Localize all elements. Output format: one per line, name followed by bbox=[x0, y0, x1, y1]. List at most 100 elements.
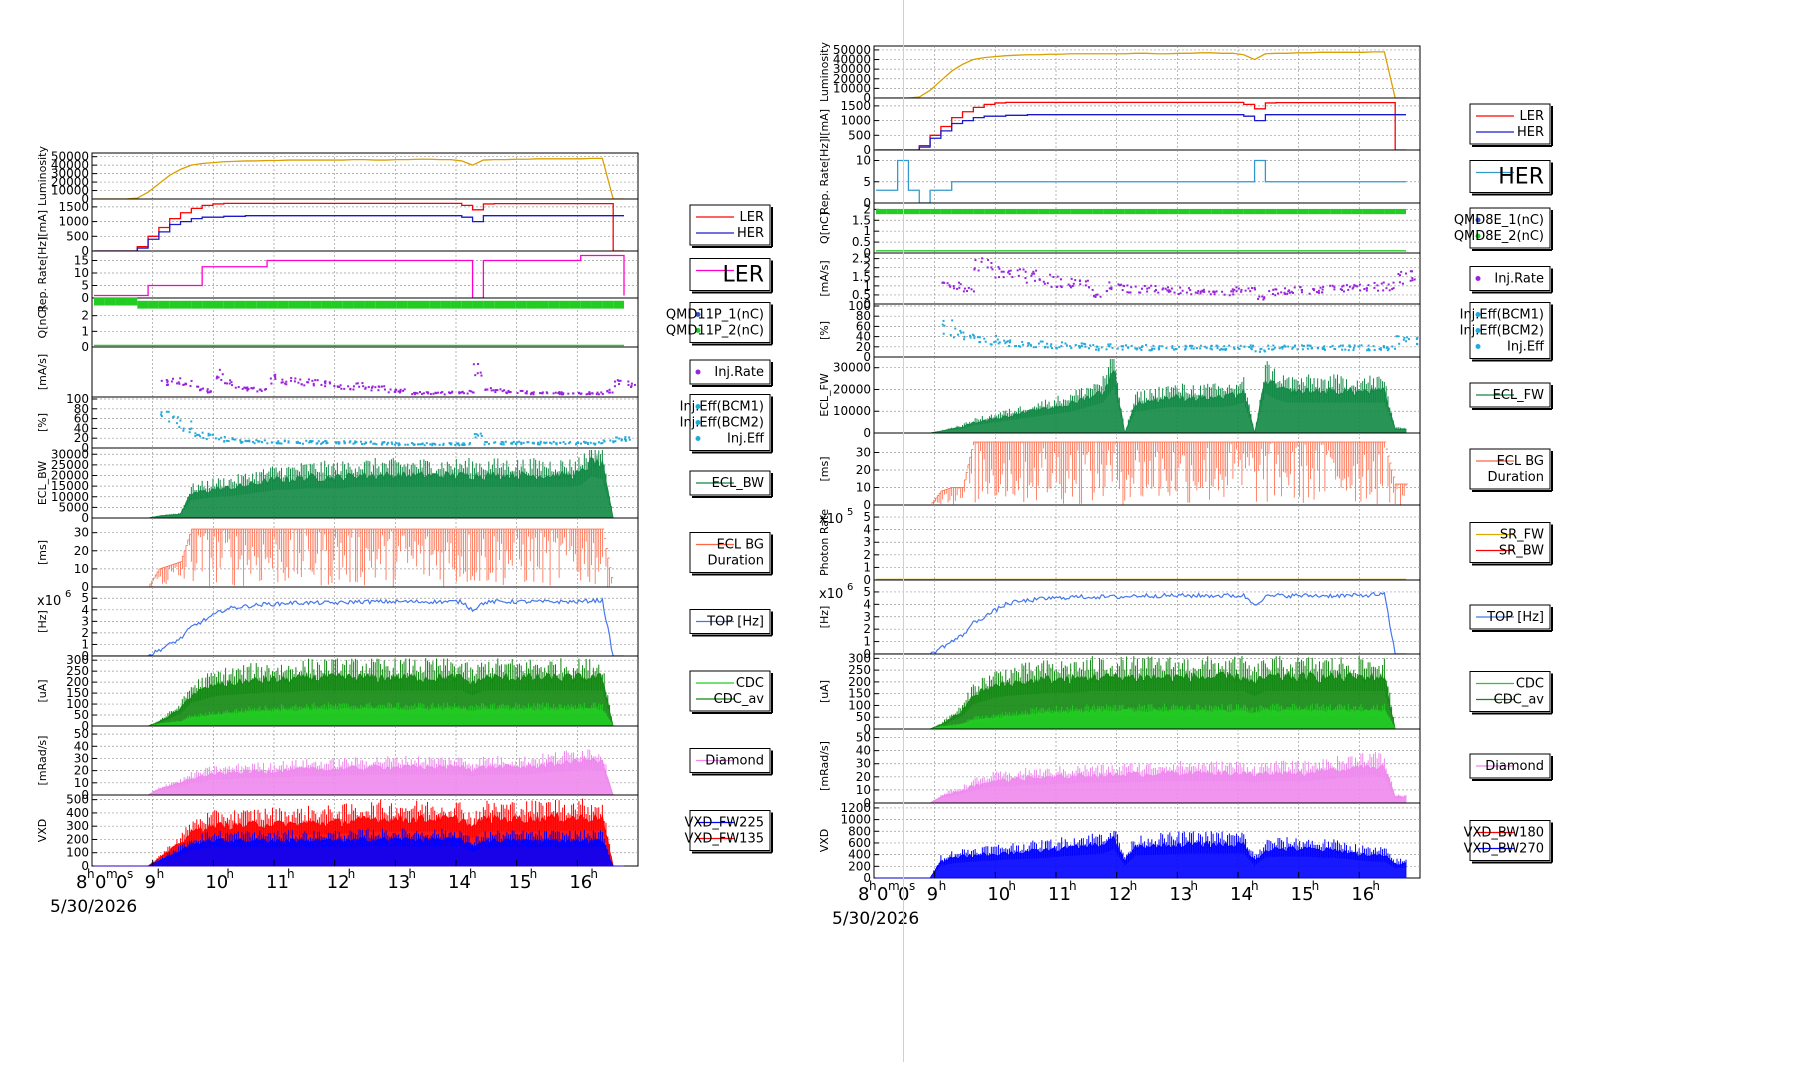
data-point-eff bbox=[344, 442, 346, 444]
data-point-eff bbox=[1058, 346, 1060, 348]
data-point-inj bbox=[963, 290, 965, 292]
data-point-inj bbox=[308, 378, 310, 380]
data-point-eff bbox=[252, 441, 254, 443]
data-point-inj bbox=[958, 287, 960, 289]
data-point-inj bbox=[1257, 298, 1259, 300]
data-point-inj bbox=[1261, 296, 1263, 298]
data-point-eff bbox=[598, 441, 600, 443]
data-point-inj bbox=[964, 288, 966, 290]
y-tick-label: 30 bbox=[74, 526, 89, 540]
series-band-q bbox=[440, 301, 451, 309]
data-point-eff bbox=[943, 333, 945, 335]
x-tick-label-unit: h bbox=[469, 867, 477, 881]
data-point-inj bbox=[358, 386, 360, 388]
data-point-inj bbox=[1342, 285, 1344, 287]
series-band-q bbox=[1298, 209, 1309, 214]
data-point-eff bbox=[215, 437, 217, 439]
data-point-eff bbox=[1271, 349, 1273, 351]
data-point-inj bbox=[1157, 292, 1159, 294]
data-point-eff bbox=[370, 441, 372, 443]
series-band-q bbox=[148, 301, 159, 309]
data-point-inj bbox=[1299, 286, 1301, 288]
data-point-inj bbox=[301, 383, 303, 385]
series-band-q bbox=[321, 301, 332, 309]
data-point-eff bbox=[620, 439, 622, 441]
data-point-inj bbox=[411, 393, 413, 395]
data-point-eff bbox=[1038, 343, 1040, 345]
data-point-inj bbox=[990, 266, 992, 268]
y-tick-label: 30000 bbox=[833, 361, 871, 375]
data-point-inj bbox=[630, 386, 632, 388]
data-point-eff bbox=[1056, 347, 1058, 349]
data-point-inj bbox=[294, 377, 296, 379]
data-point-eff bbox=[486, 441, 488, 443]
data-point-inj bbox=[1074, 279, 1076, 281]
data-point-inj bbox=[229, 383, 231, 385]
x-tick-label-unit: h bbox=[590, 867, 598, 881]
data-point-inj bbox=[1190, 293, 1192, 295]
data-point-inj bbox=[1309, 293, 1311, 295]
data-point-inj bbox=[371, 387, 373, 389]
y-axis-label: [uA] bbox=[36, 679, 49, 702]
data-point-inj bbox=[1154, 290, 1156, 292]
series-band-q bbox=[483, 301, 494, 309]
data-point-inj bbox=[1135, 286, 1137, 288]
x-tick-label: 11 bbox=[266, 872, 289, 893]
series-band-q bbox=[1049, 209, 1060, 214]
data-point-eff bbox=[513, 441, 515, 443]
data-point-eff bbox=[375, 443, 377, 445]
series-band-q bbox=[527, 301, 538, 309]
series-band-q bbox=[1309, 209, 1320, 214]
y-tick-label: 400 bbox=[66, 806, 89, 820]
data-point-inj bbox=[1056, 286, 1058, 288]
data-point-inj bbox=[290, 377, 292, 379]
data-point-eff bbox=[962, 332, 964, 334]
data-point-inj bbox=[1079, 283, 1081, 285]
data-point-eff bbox=[1117, 348, 1119, 350]
panel-frame-eff bbox=[874, 304, 1420, 357]
data-point-inj bbox=[1216, 290, 1218, 292]
data-point-eff bbox=[365, 442, 367, 444]
data-point-eff bbox=[183, 428, 185, 430]
data-point-eff bbox=[1210, 345, 1212, 347]
data-point-eff bbox=[1209, 348, 1211, 350]
data-point-eff bbox=[1050, 343, 1052, 345]
series-band-q bbox=[592, 301, 603, 309]
data-point-eff bbox=[476, 433, 478, 435]
data-point-eff bbox=[1161, 345, 1163, 347]
series-band-q bbox=[1125, 209, 1136, 214]
legend-label: TOP [Hz] bbox=[706, 615, 764, 630]
data-point-eff bbox=[1111, 347, 1113, 349]
data-point-inj bbox=[1274, 294, 1276, 296]
data-point-eff bbox=[1380, 349, 1382, 351]
data-point-eff bbox=[969, 335, 971, 337]
legend-label: QMD11P_2(nC) bbox=[666, 324, 764, 339]
data-point-eff bbox=[569, 441, 571, 443]
legend-marker bbox=[1476, 344, 1481, 349]
y-axis-label: I[mA] bbox=[818, 109, 831, 139]
data-point-eff bbox=[943, 320, 945, 322]
data-point-inj bbox=[1232, 291, 1234, 293]
data-point-inj bbox=[517, 392, 519, 394]
legend-label: ECL BG bbox=[1497, 454, 1544, 469]
data-point-inj bbox=[1294, 286, 1296, 288]
y-tick-label: 20 bbox=[74, 544, 89, 558]
data-point-eff bbox=[284, 440, 286, 442]
data-point-eff bbox=[1070, 347, 1072, 349]
data-point-eff bbox=[1047, 346, 1049, 348]
data-point-inj bbox=[226, 382, 228, 384]
legend-label: Inj.Eff(BCM2) bbox=[680, 416, 764, 431]
series-band-q bbox=[1265, 209, 1276, 214]
y-tick-label: 1000 bbox=[58, 215, 89, 229]
data-point-inj bbox=[1233, 289, 1235, 291]
data-point-inj bbox=[377, 389, 379, 391]
data-point-eff bbox=[1051, 347, 1053, 349]
data-point-inj bbox=[441, 391, 443, 393]
series-band-q bbox=[1276, 209, 1287, 214]
y-axis-label: [mA/s] bbox=[818, 260, 831, 296]
legend-label: Inj.Rate bbox=[1494, 272, 1544, 287]
y-tick-label: 20000 bbox=[833, 382, 871, 396]
data-point-inj bbox=[473, 363, 475, 365]
data-point-inj bbox=[1236, 290, 1238, 292]
data-point-inj bbox=[1251, 287, 1253, 289]
